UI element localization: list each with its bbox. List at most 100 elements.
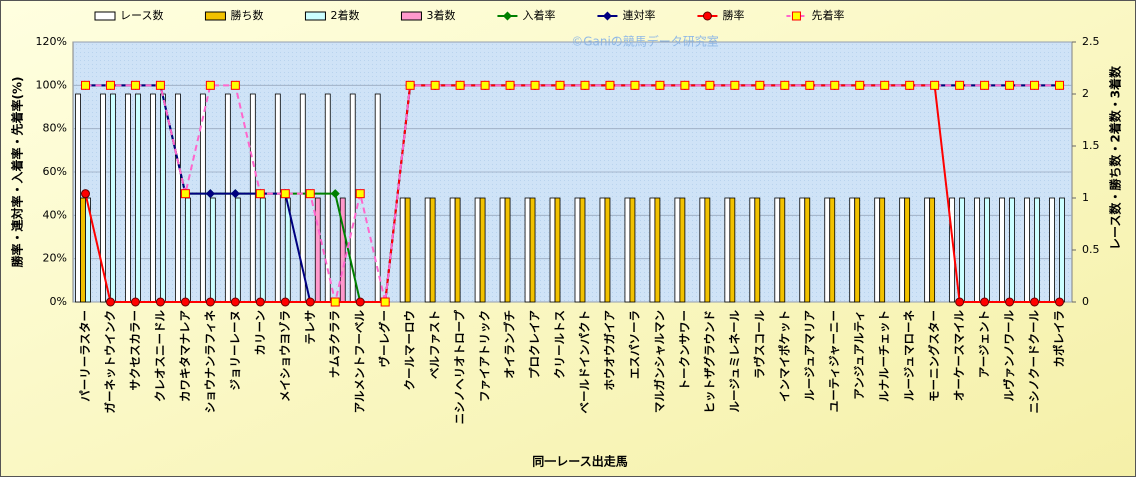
x-tick-label: ベルファスト xyxy=(428,310,442,379)
x-tick-label: オーケースマイル xyxy=(952,310,966,402)
x-tick-label: パーリーラスター xyxy=(78,310,92,402)
bar xyxy=(399,197,406,303)
marker xyxy=(105,80,115,90)
y2-tick-label: 0.5 xyxy=(1082,243,1100,256)
bar xyxy=(454,197,461,303)
bar xyxy=(874,197,881,303)
x-tick-label: ラヴスコール xyxy=(752,310,766,379)
x-tick-label: エスパソーラ xyxy=(627,310,641,379)
bar xyxy=(574,197,581,303)
legend-label: 3着数 xyxy=(426,8,455,22)
bar xyxy=(1034,197,1040,303)
bar xyxy=(729,197,736,303)
x-tick-label: カポレイラ xyxy=(1052,310,1066,368)
x-tick-label: アルメントフーベル xyxy=(353,310,367,414)
bar xyxy=(504,197,511,303)
bar xyxy=(899,197,906,303)
marker xyxy=(130,80,140,90)
x-tick-label: テレサ xyxy=(303,310,317,345)
legend-swatch xyxy=(94,11,116,21)
x-tick-label: ヒットザグラウンド xyxy=(702,310,716,414)
legend-swatch xyxy=(400,11,422,21)
marker xyxy=(780,80,790,90)
y-tick-label: 0% xyxy=(50,295,67,308)
marker xyxy=(205,189,215,199)
bar xyxy=(85,197,91,303)
bar xyxy=(959,197,966,303)
y2-tick-label: 2 xyxy=(1082,87,1089,100)
legend-label: 先着率 xyxy=(811,8,844,22)
bar xyxy=(849,197,856,303)
x-tick-label: プロクレイア xyxy=(528,310,542,379)
marker xyxy=(505,80,515,90)
bar xyxy=(854,197,861,303)
marker xyxy=(1055,80,1065,90)
bar xyxy=(629,197,636,303)
x-tick-label: ニシノヘリオトロープ xyxy=(453,310,467,425)
bar xyxy=(1049,197,1055,303)
marker xyxy=(730,80,740,90)
marker xyxy=(230,297,240,307)
marker xyxy=(355,297,365,307)
x-tick-label: アージェント xyxy=(977,310,991,378)
bar xyxy=(110,93,116,303)
marker xyxy=(530,80,540,90)
marker xyxy=(1030,80,1040,90)
marker xyxy=(880,80,890,90)
x-tick-label: ファイアトリック xyxy=(478,310,492,402)
bar xyxy=(314,197,321,303)
x-axis-title: 同一レース出走馬 xyxy=(532,454,627,469)
marker xyxy=(405,80,415,90)
x-tick-label: ガーネットウインク xyxy=(103,310,117,414)
bar xyxy=(100,93,106,303)
bar xyxy=(209,197,216,303)
marker xyxy=(380,297,390,307)
bar xyxy=(824,197,831,303)
bar xyxy=(749,197,756,303)
x-tick-label: ホウオウガイア xyxy=(602,310,616,391)
bar xyxy=(829,197,836,303)
x-tick-label: ルージュアマリア xyxy=(802,310,816,401)
marker xyxy=(355,189,365,199)
bar xyxy=(549,197,556,303)
bar xyxy=(579,197,586,303)
bar xyxy=(929,197,936,303)
bar xyxy=(404,197,411,303)
y-tick-label: 100% xyxy=(36,78,67,91)
bar xyxy=(479,197,486,303)
bar xyxy=(674,197,681,303)
legend-marker xyxy=(602,11,612,21)
marker xyxy=(255,297,265,307)
marker xyxy=(130,297,140,307)
bar xyxy=(649,197,656,303)
marker xyxy=(855,80,865,90)
legend-marker xyxy=(502,11,512,21)
x-tick-label: ルージュマローネ xyxy=(902,310,916,401)
marker xyxy=(305,297,315,307)
marker xyxy=(230,189,240,199)
bar xyxy=(524,197,531,303)
marker xyxy=(155,297,165,307)
y-tick-label: 40% xyxy=(43,208,67,221)
x-tick-label: ルナルーチェット xyxy=(877,310,891,402)
line xyxy=(85,84,1060,303)
legend-label: 勝率 xyxy=(722,8,744,22)
legend-label: レース数 xyxy=(120,9,163,22)
x-tick-label: ナムラクララ xyxy=(328,310,342,378)
bar xyxy=(799,197,806,303)
marker xyxy=(1005,297,1015,307)
marker xyxy=(280,189,290,199)
x-tick-label: クレオスニードル xyxy=(153,310,167,402)
x-tick-label: オイランブチ xyxy=(503,310,517,379)
marker xyxy=(830,80,840,90)
marker xyxy=(1055,297,1065,307)
legend-label: 連対率 xyxy=(622,8,655,22)
marker xyxy=(180,297,190,307)
marker xyxy=(930,80,940,90)
marker xyxy=(80,189,90,199)
bar xyxy=(150,93,156,303)
marker xyxy=(980,297,990,307)
y-axis-title: 勝率・連対率・入着率・先着率(%) xyxy=(10,77,25,268)
x-tick-label: ルヴァンノワール xyxy=(1002,310,1016,402)
